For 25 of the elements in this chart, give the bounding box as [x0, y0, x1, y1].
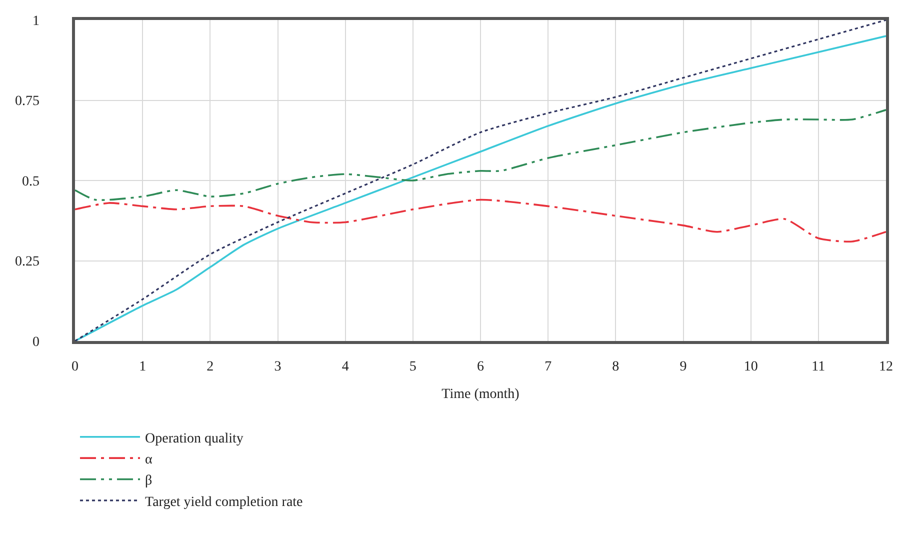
x-tick-label: 6: [477, 360, 484, 375]
legend-label: α: [145, 452, 153, 468]
x-tick-label: 9: [680, 360, 687, 375]
x-tick-label: 0: [72, 360, 78, 375]
legend-label: β: [145, 474, 152, 489]
y-tick-label: 0.75: [14, 94, 40, 110]
y-tick-label: 0.25: [14, 254, 40, 270]
x-tick-label: 7: [544, 360, 552, 375]
x-tick-label: 2: [206, 360, 214, 375]
y-tick-label: 0.5: [22, 174, 40, 190]
x-tick-label: 11: [812, 360, 826, 375]
legend-label: Target yield completion rate: [145, 494, 303, 510]
line-series: [75, 108, 886, 201]
x-tick-label: 10: [744, 360, 758, 375]
x-tick-label: 12: [879, 360, 893, 375]
x-tick-label: 5: [409, 360, 416, 375]
x-axis-title: Time (month): [442, 386, 520, 402]
y-tick-label: 0: [32, 334, 40, 350]
y-tick-label: 1: [32, 14, 40, 29]
x-tick-label: 1: [139, 360, 146, 375]
legend-label: Operation quality: [145, 431, 244, 446]
x-tick-label: 3: [274, 360, 282, 375]
line-series: [75, 198, 886, 242]
x-tick-label: 8: [612, 360, 620, 375]
x-tick-label: 4: [342, 360, 349, 375]
